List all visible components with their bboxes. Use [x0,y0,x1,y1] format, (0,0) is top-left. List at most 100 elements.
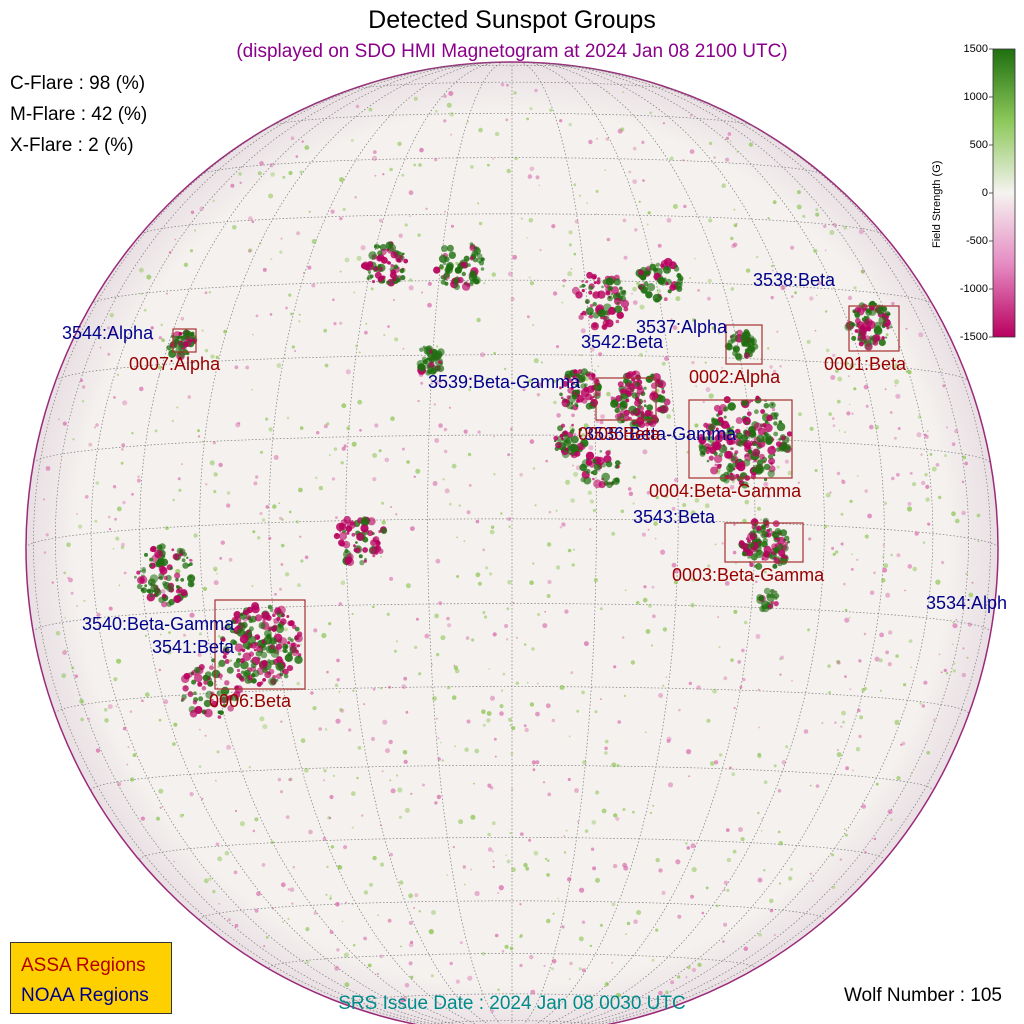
field-patch [487,163,490,167]
field-patch [885,333,889,336]
field-patch [490,1009,495,1013]
field-patch [771,269,774,272]
field-patch [616,764,620,768]
field-patch [776,465,780,469]
field-patch [664,356,669,361]
field-patch [230,694,238,702]
assa-region-box [172,328,197,353]
field-patch [217,710,222,714]
field-patch [967,622,973,627]
field-patch [588,139,593,145]
field-patch [746,345,756,354]
field-patch [832,353,836,357]
field-patch [834,550,839,554]
field-patch [410,975,414,979]
field-patch [735,331,738,334]
field-patch [924,434,929,439]
field-patch [736,329,743,336]
c-flare-probability: C-Flare : 98 (%) [10,73,146,94]
field-patch [345,901,347,904]
field-patch [571,381,575,386]
field-patch [487,832,492,837]
field-patch [63,571,67,575]
field-patch [397,141,402,146]
field-patch [607,295,613,302]
field-patch [762,423,767,428]
field-patch [256,636,260,640]
field-patch [469,244,476,251]
field-patch [420,381,424,385]
field-patch [808,537,812,541]
field-patch [270,258,273,260]
field-patch [417,399,420,403]
field-patch [286,615,290,618]
field-patch [213,472,218,477]
field-patch [882,567,888,573]
field-patch [757,877,763,883]
field-patch [721,367,723,369]
field-patch [461,282,471,291]
field-patch [220,540,225,545]
field-patch [546,918,551,924]
field-patch [122,500,126,505]
field-patch [298,487,303,493]
field-patch [809,872,812,875]
field-patch [390,506,392,508]
grid-line [54,68,513,1024]
field-patch [336,678,340,682]
field-patch [769,898,774,904]
field-patch [281,518,284,521]
field-patch [267,604,273,610]
field-patch [613,665,617,669]
field-patch [661,389,666,394]
field-patch [460,261,466,268]
grid-line [511,62,825,1024]
field-patch [641,288,648,294]
field-patch [866,320,876,330]
field-patch [403,759,408,764]
field-patch [122,726,127,731]
srs-issue-date: SRS Issue Date : 2024 Jan 08 0030 UTC [338,993,686,1014]
field-patch [289,642,298,651]
field-patch [446,102,452,108]
grid-line [511,68,970,1024]
field-patch [952,669,956,673]
field-patch [287,917,290,921]
field-patch [229,659,233,662]
field-patch [712,441,722,451]
field-patch [256,891,261,897]
field-patch [746,411,752,417]
field-patch [885,650,889,655]
field-patch [730,333,739,342]
field-patch [299,643,302,646]
field-patch [840,512,844,516]
field-patch [533,358,539,364]
grid-line [90,65,513,1024]
field-patch [755,580,758,584]
field-patch [149,557,154,562]
field-patch [573,183,577,187]
field-patch [252,530,256,534]
field-patch [778,657,782,661]
field-patch [589,499,595,504]
field-patch [744,348,750,353]
field-patch [772,563,778,569]
field-patch [642,597,648,603]
field-patch [940,671,943,674]
field-patch [454,745,457,748]
field-patch [912,566,917,572]
field-patch [813,248,818,254]
field-patch [632,370,637,375]
field-patch [322,836,327,841]
field-patch [163,699,169,705]
field-patch [226,503,231,508]
field-patch [595,790,600,795]
field-patch [301,140,304,143]
field-patch [465,636,470,640]
field-patch [276,363,282,368]
field-patch [878,658,883,663]
field-patch [632,475,636,479]
field-patch [754,409,759,415]
field-patch [285,815,290,819]
field-patch [182,685,189,692]
